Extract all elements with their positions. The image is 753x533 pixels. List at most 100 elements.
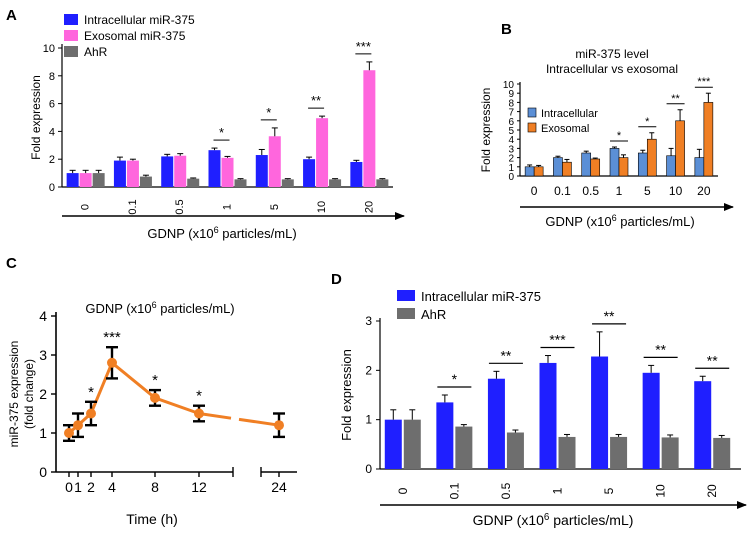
x-tick-label: 5	[602, 487, 616, 494]
significance-label: ***	[549, 332, 566, 348]
y-tick-label: 3	[508, 144, 514, 155]
y-tick-label: 7	[508, 108, 514, 119]
x-tick-label: 2	[87, 479, 95, 495]
bar	[524, 166, 535, 177]
series-line	[238, 417, 280, 427]
bar	[590, 158, 601, 177]
y-tick-label: 10	[43, 43, 55, 55]
bar	[79, 173, 92, 187]
bar	[533, 166, 544, 177]
significance-label: *	[617, 130, 622, 142]
significance-label: **	[604, 308, 615, 324]
y-axis-label: miR-375 expression	[7, 341, 21, 448]
y-tick-label: 0	[365, 462, 372, 476]
xlabel-superscript: 6	[612, 213, 617, 223]
significance-label: *	[88, 384, 94, 401]
y-tick-label: 10	[503, 80, 515, 91]
x-tick-label: 1	[616, 184, 623, 198]
x-axis-label: GDNP (x106 particles/mL)	[473, 512, 634, 528]
y-tick-label: 6	[508, 117, 514, 128]
xlabel-part: GDNP (x10	[545, 214, 611, 229]
bar	[66, 173, 79, 187]
x-tick-label: 12	[191, 479, 207, 495]
x-tick-label: 24	[271, 479, 287, 495]
y-tick-label: 4	[49, 126, 55, 138]
y-tick-label: 9	[508, 89, 514, 100]
x-tick-label: 0	[531, 184, 538, 198]
bar	[92, 173, 105, 187]
significance-label: ***	[103, 329, 121, 346]
x-tick-label: 1	[74, 479, 82, 495]
bar	[666, 155, 676, 177]
chart-title: GDNP (x106 particles/mL)	[85, 300, 234, 316]
significance-label: *	[152, 372, 158, 389]
title-superscript: 6	[152, 300, 157, 310]
y-tick-label: 8	[508, 98, 514, 109]
y-axis-label: Fold expression	[479, 88, 493, 173]
panel-label: D	[331, 271, 342, 288]
significance-label: ***	[356, 39, 371, 54]
xlabel-part: particles/mL)	[617, 214, 695, 229]
bar	[618, 157, 629, 177]
legend-ahr-label: AhR	[84, 45, 108, 59]
data-point	[194, 408, 204, 419]
bar	[661, 437, 679, 469]
bar	[539, 362, 557, 469]
data-point	[64, 428, 74, 438]
bar	[694, 157, 705, 177]
y-tick-label: 2	[508, 154, 514, 165]
x-tick-label: 8	[151, 479, 159, 495]
data-point	[107, 357, 117, 368]
x-tick-label: 0	[396, 487, 410, 494]
y-axis-label: (fold change)	[22, 359, 36, 429]
legend-exosomal-label: Exosomal miR-375	[84, 29, 186, 43]
y-tick-label: 4	[39, 308, 47, 324]
data-point	[274, 420, 284, 431]
y-tick-label: 5	[508, 126, 514, 137]
bar	[268, 136, 281, 187]
bar	[208, 150, 221, 187]
panel-label: C	[6, 255, 17, 272]
bar	[126, 160, 139, 187]
bar	[161, 156, 174, 187]
xlabel-superscript: 6	[544, 512, 550, 523]
bar	[303, 159, 316, 187]
x-tick-label: 10	[669, 184, 683, 198]
x-tick-label: 0.5	[499, 482, 513, 499]
bar	[113, 160, 126, 187]
y-tick-label: 1	[39, 425, 47, 441]
x-tick-label: 20	[705, 484, 719, 498]
x-tick-label: 0.1	[127, 199, 139, 214]
bar	[558, 436, 576, 469]
bar	[363, 70, 376, 187]
significance-label: *	[219, 125, 224, 140]
data-point	[150, 392, 160, 403]
y-tick-label: 1	[508, 163, 514, 174]
x-tick-label: 10	[654, 484, 668, 498]
y-tick-label: 8	[49, 71, 55, 83]
y-tick-label: 3	[39, 347, 47, 363]
legend-intracellular-label: Intracellular miR-375	[421, 289, 541, 304]
title-part: GDNP (x10	[85, 301, 151, 316]
x-tick-label: 5	[644, 184, 651, 198]
legend-ahr-swatch	[64, 46, 78, 57]
title-part: particles/mL)	[157, 301, 235, 316]
y-tick-label: 2	[49, 154, 55, 166]
x-tick-label: 0.1	[554, 184, 571, 198]
x-axis-label: GDNP (x106 particles/mL)	[545, 213, 694, 229]
xlabel-part: particles/mL)	[549, 512, 633, 528]
x-tick-label: 0.1	[447, 482, 461, 499]
significance-label: *	[645, 116, 650, 128]
bar	[487, 378, 505, 469]
bar	[384, 419, 402, 469]
bar	[403, 419, 421, 469]
legend-intracellular-label: Intracellular	[541, 108, 598, 120]
legend-exosomal-swatch	[527, 122, 537, 133]
bar	[703, 102, 714, 177]
legend-ahr-swatch	[397, 308, 415, 319]
y-tick-label: 0	[49, 182, 55, 194]
bar	[562, 161, 572, 177]
x-tick-label: 0	[80, 204, 92, 210]
